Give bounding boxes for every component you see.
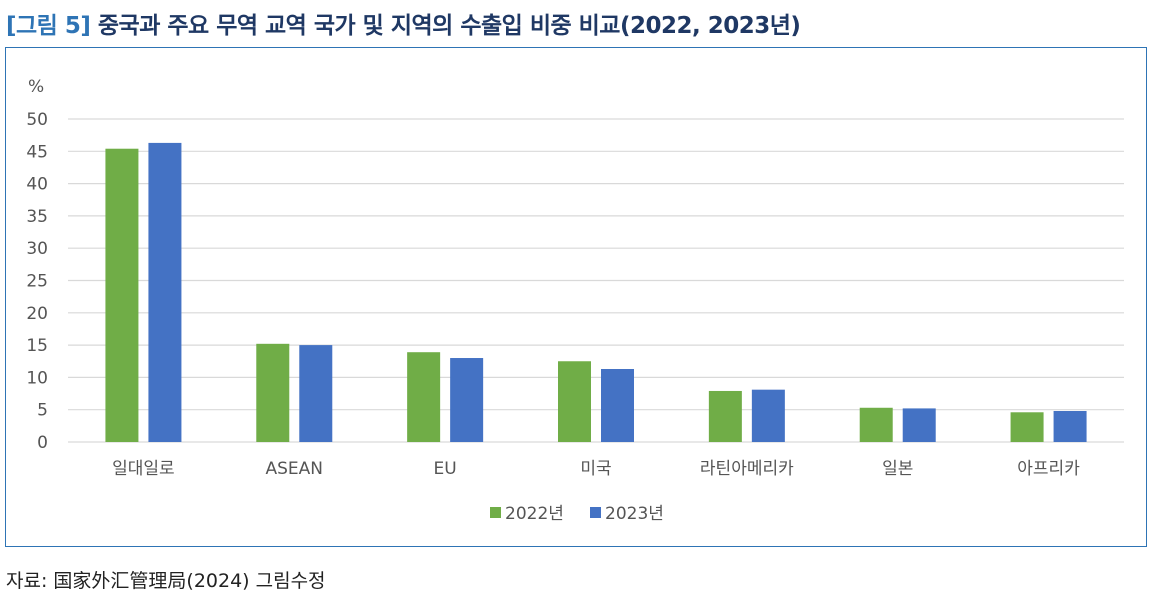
bar-2022년-라틴아메리카 bbox=[708, 390, 742, 442]
y-tick-label: 10 bbox=[26, 368, 48, 388]
bar-2022년-미국 bbox=[558, 361, 591, 442]
y-tick-label: 20 bbox=[26, 304, 48, 324]
y-tick-label: 50 bbox=[26, 110, 48, 130]
bar-2023년-일본 bbox=[902, 408, 936, 442]
legend-label: 2023년 bbox=[605, 504, 664, 524]
bar-2022년-ASEAN bbox=[256, 343, 290, 442]
x-tick-label: EU bbox=[434, 459, 457, 479]
bar-2023년-라틴아메리카 bbox=[751, 389, 785, 442]
bar-2022년-아프리카 bbox=[1010, 412, 1044, 442]
x-tick-label: ASEAN bbox=[266, 459, 324, 479]
legend-swatch bbox=[490, 507, 501, 518]
bar-2023년-일대일로 bbox=[148, 142, 182, 443]
y-tick-label: 0 bbox=[37, 433, 48, 453]
bar-2023년-EU bbox=[450, 358, 484, 442]
y-tick-label: 15 bbox=[26, 336, 48, 356]
y-tick-label: 40 bbox=[26, 175, 48, 195]
x-tick-label: 라틴아메리카 bbox=[700, 459, 794, 479]
y-tick-label: 30 bbox=[26, 239, 48, 259]
x-tick-label: 미국 bbox=[580, 459, 611, 479]
chart-frame bbox=[5, 47, 1147, 547]
x-tick-label: 일본 bbox=[882, 459, 913, 479]
bar-2022년-일대일로 bbox=[105, 148, 139, 442]
bar-2023년-아프리카 bbox=[1053, 410, 1087, 442]
y-tick-label: 25 bbox=[26, 272, 48, 292]
x-tick-label: 일대일로 bbox=[112, 459, 175, 479]
y-tick-label: 35 bbox=[26, 207, 48, 227]
y-axis-label: % bbox=[28, 77, 44, 97]
y-tick-label: 45 bbox=[26, 142, 48, 162]
bar-chart: % 0 5 10 15 20 25 30 35 40 45 50 일대일로 ASEAN EU 미국 라틴아메리카… bbox=[26, 77, 1124, 524]
y-tick-label: 5 bbox=[37, 401, 48, 421]
x-tick-label: 아프리카 bbox=[1017, 459, 1080, 479]
figure-title-text: 중국과 주요 무역 교역 국가 및 지역의 수출입 비중 비교(2022, 20… bbox=[97, 13, 801, 39]
bar-2022년-EU bbox=[407, 352, 441, 442]
figure-number: [그림 5] bbox=[6, 13, 91, 39]
figure-title: [그림 5] 중국과 주요 무역 교역 국가 및 지역의 수출입 비중 비교(2… bbox=[6, 6, 801, 40]
legend-label: 2022년 bbox=[505, 504, 564, 524]
bar-2023년-미국 bbox=[601, 369, 634, 442]
legend-swatch bbox=[590, 507, 601, 518]
bar-2023년-ASEAN bbox=[299, 345, 333, 442]
source-note: 자료: 国家外汇管理局(2024) 그림수정 bbox=[6, 570, 326, 592]
bar-2022년-일본 bbox=[859, 407, 893, 442]
